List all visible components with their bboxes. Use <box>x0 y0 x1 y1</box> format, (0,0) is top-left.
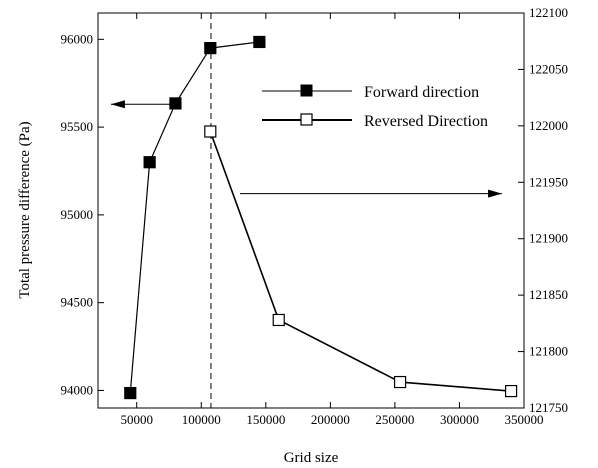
y-right-tick-label: 121850 <box>529 287 568 302</box>
forward-data-point <box>124 386 137 400</box>
y-axis-left-title: Total pressure difference (Pa) <box>17 121 33 298</box>
y-right-tick-label: 121950 <box>529 174 568 189</box>
reversed-data-point <box>204 125 217 138</box>
data-series <box>124 35 518 400</box>
annotation-arrow-head-right <box>488 189 503 198</box>
legend-marker-reversed <box>300 113 313 126</box>
forward-data-point <box>143 156 156 169</box>
x-tick-label: 50000 <box>120 412 153 427</box>
forward-data-point <box>169 97 182 110</box>
annotation-arrows <box>110 100 503 198</box>
y-axis-right: 121750 121800 121850 121900 121950 122000 1220… <box>518 5 568 415</box>
y-right-tick-label: 121750 <box>529 400 568 415</box>
annotation-arrow-head-left <box>110 100 125 109</box>
y-axis-left: 94000 94500 95000 95500 96000 <box>61 31 104 397</box>
reversed-data-point <box>272 313 285 327</box>
legend-label-reversed: Reversed Direction <box>364 113 488 130</box>
series-line-0 <box>129 41 260 394</box>
series-line-1 <box>209 131 512 392</box>
y-right-tick-label: 122000 <box>529 118 568 133</box>
forward-data-point <box>204 42 217 55</box>
y-left-tick-label: 96000 <box>61 31 94 46</box>
x-tick-label: 200000 <box>311 412 350 427</box>
y-left-tick-label: 94500 <box>61 295 94 310</box>
legend-label-forward: Forward direction <box>364 84 479 101</box>
legend-marker-forward <box>300 84 313 97</box>
x-axis: 50000 100000 150000 200000 250000 300000 35000… <box>120 13 544 427</box>
y-right-tick-label: 121900 <box>529 231 568 246</box>
y-right-tick-label: 121800 <box>529 344 568 359</box>
y-left-tick-label: 95500 <box>61 119 94 134</box>
x-tick-label: 250000 <box>375 412 414 427</box>
reversed-data-point <box>504 384 518 398</box>
x-tick-label: 150000 <box>246 412 285 427</box>
y-left-tick-label: 94000 <box>61 382 94 397</box>
y-left-tick-label: 95000 <box>61 207 94 222</box>
x-tick-label: 350000 <box>505 412 544 427</box>
x-tick-label: 300000 <box>440 412 479 427</box>
x-axis-title: Grid size <box>284 450 339 466</box>
legend-entry-forward: Forward direction <box>262 84 479 101</box>
reversed-data-point <box>393 375 407 389</box>
legend-entry-reversed: Reversed Direction <box>262 113 488 130</box>
legend: Forward direction Reversed Direction <box>262 84 488 130</box>
y-right-tick-label: 122100 <box>529 5 568 20</box>
plot-frame <box>97 12 525 409</box>
x-tick-label: 100000 <box>182 412 221 427</box>
y-right-tick-label: 122050 <box>529 61 568 76</box>
forward-data-point <box>253 35 266 49</box>
